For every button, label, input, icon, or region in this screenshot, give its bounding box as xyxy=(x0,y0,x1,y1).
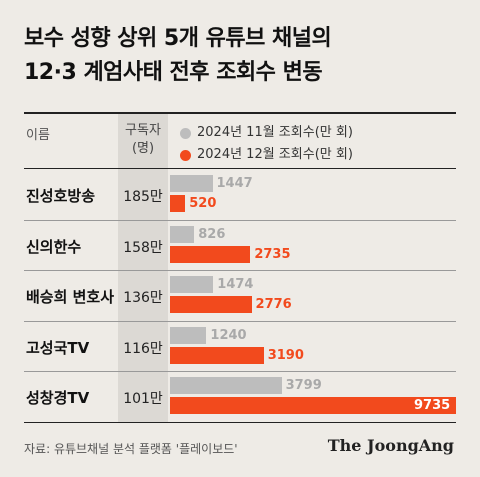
bar-nov xyxy=(170,377,282,395)
title-line-2: 12·3 계엄사태 전후 조회수 변동 xyxy=(24,60,323,85)
value-label-dec: 9735 xyxy=(414,398,451,414)
subscriber-count: 185만 xyxy=(123,189,163,205)
legend-nov-swatch xyxy=(180,127,191,139)
top-rule xyxy=(24,112,456,114)
channel-name: 진성호방송 xyxy=(26,187,96,205)
value-label-dec: 3190 xyxy=(267,347,304,363)
legend-dec-swatch xyxy=(180,149,191,161)
value-label-dec: 2735 xyxy=(254,246,291,262)
bar-dec xyxy=(170,296,252,314)
legend-dec-label: 2024년 12월 조회수(만 회) xyxy=(197,147,353,162)
row-separator xyxy=(24,320,456,322)
subscriber-column-band xyxy=(118,114,168,422)
channel-name: 성창경TV xyxy=(26,389,90,408)
bar-nov xyxy=(170,276,214,294)
column-header-subscribers: 구독자 (명) xyxy=(118,122,168,158)
legend-nov-label: 2024년 11월 조회수(만 회) xyxy=(197,125,353,140)
row-separator xyxy=(24,371,456,373)
channel-name: 신의한수 xyxy=(26,237,82,256)
source-note: 자료: 유튜브채널 분석 플랫폼 '플레이보드' xyxy=(24,442,238,456)
bottom-rule xyxy=(24,422,456,423)
header-rule xyxy=(24,168,456,169)
legend: 2024년 11월 조회수(만 회) 2024년 12월 조회수(만 회) xyxy=(180,122,353,166)
subscriber-count: 158만 xyxy=(123,239,163,256)
bar-dec xyxy=(170,397,456,415)
subscribers-header-unit: (명) xyxy=(131,141,155,156)
value-label-nov: 1240 xyxy=(210,327,247,343)
bar-nov xyxy=(170,326,207,344)
bar-nov xyxy=(170,175,213,192)
row-separator xyxy=(24,270,456,272)
value-label-nov: 1474 xyxy=(217,277,254,293)
chart-title: 보수 성향 상위 5개 유튜브 채널의 12·3 계엄사태 전후 조회수 변동 xyxy=(24,22,332,90)
column-header-name: 이름 xyxy=(26,128,50,143)
subscribers-header-label: 구독자 xyxy=(125,123,161,138)
channel-name: 고성국TV xyxy=(26,338,90,357)
channel-name: 배승희 변호사 xyxy=(26,288,115,307)
bar-nov xyxy=(170,225,195,243)
value-label-nov: 1447 xyxy=(216,176,253,191)
value-label-dec: 520 xyxy=(189,196,217,211)
bar-dec xyxy=(170,195,186,212)
bar-dec xyxy=(170,346,264,364)
value-label-dec: 2776 xyxy=(255,297,292,313)
title-line-1: 보수 성향 상위 5개 유튜브 채널의 xyxy=(24,26,332,51)
subscriber-count: 116만 xyxy=(123,340,163,357)
bar-dec xyxy=(170,245,251,263)
subscriber-count: 101만 xyxy=(123,391,163,408)
subscriber-count: 136만 xyxy=(123,290,163,307)
value-label-nov: 826 xyxy=(198,226,226,242)
brand-logo: The JoongAng xyxy=(327,436,454,455)
legend-item-nov: 2024년 11월 조회수(만 회) xyxy=(180,122,353,144)
row-separator xyxy=(24,219,456,221)
value-label-nov: 3799 xyxy=(285,378,322,394)
legend-item-dec: 2024년 12월 조회수(만 회) xyxy=(180,144,353,166)
